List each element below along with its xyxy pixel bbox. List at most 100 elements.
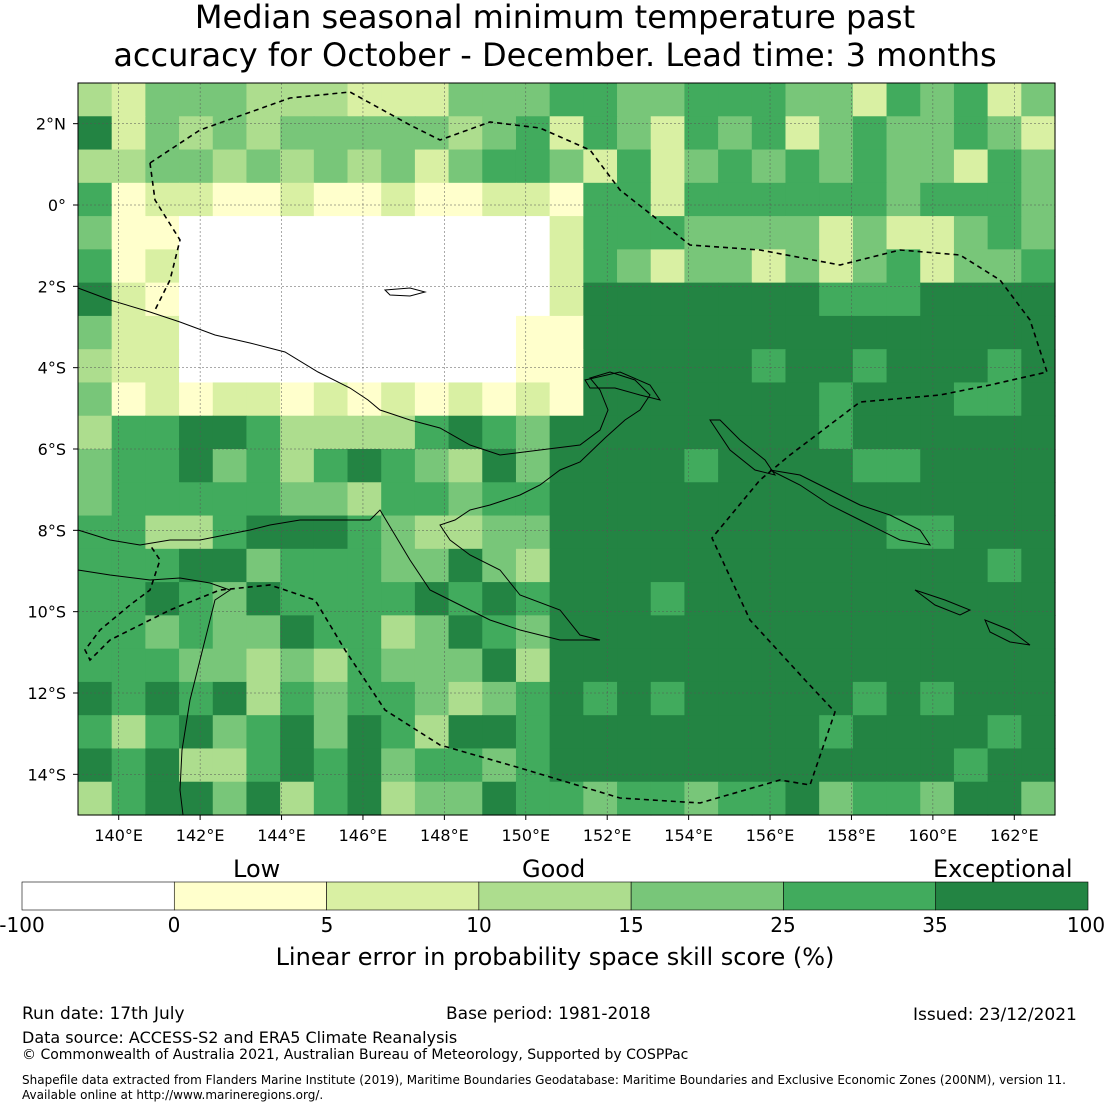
skill-cell — [718, 748, 753, 783]
skill-cell — [381, 216, 416, 250]
colorbar-swatch — [478, 881, 632, 911]
skill-cell — [819, 648, 854, 683]
skill-cell — [381, 582, 416, 616]
skill-cell — [280, 83, 315, 117]
skill-cell — [785, 582, 820, 616]
skill-cell — [347, 182, 382, 217]
skill-cell — [313, 349, 349, 384]
skill-cell — [111, 449, 146, 483]
skill-cell — [953, 149, 989, 184]
skill-cell — [212, 216, 248, 250]
skill-cell — [920, 249, 955, 284]
skill-cell — [515, 182, 551, 217]
skill-cell — [549, 83, 584, 117]
coastline-solomon-south — [914, 589, 972, 616]
skill-cell — [1021, 216, 1056, 250]
skill-cell — [381, 149, 416, 184]
skill-cell — [650, 249, 686, 284]
skill-cell — [1021, 382, 1056, 417]
skill-cell — [212, 781, 248, 816]
skill-cell — [718, 182, 753, 217]
skill-cell — [549, 349, 584, 384]
skill-cell — [111, 582, 146, 616]
skill-cell — [987, 83, 1022, 117]
skill-cell — [111, 216, 146, 250]
skill-cell — [617, 83, 652, 117]
skill-cell — [515, 582, 551, 616]
coastline-solomon-east — [984, 619, 1031, 646]
skill-cell — [920, 748, 955, 783]
skill-cell — [953, 615, 989, 650]
skill-cell — [886, 748, 921, 783]
skill-cell — [650, 515, 686, 550]
skill-cell — [920, 515, 955, 550]
skill-cell — [246, 83, 281, 117]
skill-grid-cells — [78, 83, 1056, 816]
skill-cell — [78, 116, 113, 151]
skill-cell — [381, 83, 416, 117]
shapefile-credit-line-2: Available online at http://www.marinereg… — [22, 1088, 324, 1102]
skill-cell — [515, 282, 551, 317]
skill-cell — [1021, 648, 1056, 683]
x-tick-label: 142°E — [176, 826, 225, 845]
skill-cell — [852, 149, 888, 184]
skill-cell — [751, 83, 787, 117]
skill-cell — [583, 715, 618, 750]
skill-cell — [583, 182, 618, 217]
skill-cell — [987, 249, 1022, 284]
skill-cell — [583, 249, 618, 284]
skill-cell — [313, 548, 349, 583]
skill-cell — [313, 282, 349, 317]
skill-cell — [347, 116, 382, 151]
skill-cell — [549, 648, 584, 683]
skill-cell — [617, 748, 652, 783]
skill-cell — [785, 382, 820, 417]
skill-cell — [179, 648, 214, 683]
skill-cell — [482, 681, 517, 716]
skill-cell — [111, 748, 146, 783]
skill-cell — [482, 615, 517, 650]
skill-cell — [953, 382, 989, 417]
skill-cell — [482, 282, 517, 317]
skill-cell — [414, 715, 450, 750]
skill-cell — [785, 415, 820, 450]
skill-cell — [414, 515, 450, 550]
skill-cell — [987, 781, 1022, 816]
skill-cell — [212, 681, 248, 716]
skill-cell — [313, 582, 349, 616]
skill-cell — [78, 648, 113, 683]
skill-cell — [852, 648, 888, 683]
skill-cell — [482, 83, 517, 117]
skill-cell — [617, 116, 652, 151]
skill-cell — [145, 382, 180, 417]
skill-cell — [78, 182, 113, 217]
skill-cell — [953, 482, 989, 517]
skill-cell — [684, 548, 719, 583]
skill-cell — [718, 83, 753, 117]
x-tick-label: 148°E — [420, 826, 469, 845]
skill-cell — [111, 415, 146, 450]
skill-cell — [145, 582, 180, 616]
skill-cell — [414, 282, 450, 317]
skill-cell — [482, 315, 517, 350]
skill-cell — [313, 216, 349, 250]
skill-cell — [179, 415, 214, 450]
skill-cell — [78, 216, 113, 250]
skill-cell — [347, 216, 382, 250]
skill-cell — [751, 615, 787, 650]
skill-cell — [953, 182, 989, 217]
skill-cell — [280, 515, 315, 550]
skill-cell — [347, 715, 382, 750]
skill-cell — [145, 182, 180, 217]
skill-cell — [886, 182, 921, 217]
skill-cell — [751, 582, 787, 616]
x-tick-label: 146°E — [339, 826, 388, 845]
skill-cell — [347, 548, 382, 583]
skill-cell — [785, 349, 820, 384]
skill-cell — [583, 781, 618, 816]
skill-cell — [179, 83, 214, 117]
skill-cell — [482, 548, 517, 583]
skill-cell — [515, 515, 551, 550]
skill-cell — [212, 249, 248, 284]
skill-cell — [448, 249, 483, 284]
